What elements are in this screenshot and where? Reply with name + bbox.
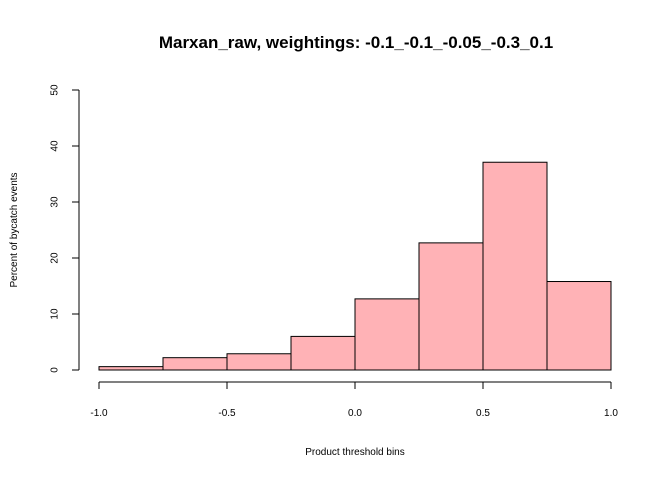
bars-group <box>98 161 612 371</box>
histogram-bar <box>290 335 356 371</box>
x-axis: -1.0 -0.5 0.0 0.5 1.0 <box>90 381 618 419</box>
histogram-bar <box>482 161 548 371</box>
y-tick-label: 20 <box>50 252 61 264</box>
x-tick-label: 0.0 <box>348 408 362 419</box>
chart-title: Marxan_raw, weightings: -0.1_-0.1_-0.05_… <box>159 33 553 52</box>
x-tick-label: 1.0 <box>604 408 618 419</box>
y-tick-label: 40 <box>50 140 61 152</box>
x-tick-label: -1.0 <box>90 408 108 419</box>
x-tick-label: 0.5 <box>476 408 490 419</box>
histogram-bar <box>226 353 292 371</box>
y-axis-label: Percent of bycatch events <box>9 172 20 287</box>
y-tick-label: 50 <box>50 84 61 96</box>
x-tick-label: -0.5 <box>218 408 236 419</box>
histogram-bar <box>354 298 420 371</box>
y-axis: 0 10 20 30 40 50 <box>50 84 80 373</box>
x-axis-label: Product threshold bins <box>305 447 405 458</box>
histogram-bar <box>546 281 612 371</box>
y-tick-label: 10 <box>50 308 61 320</box>
y-tick-label: 30 <box>50 196 61 208</box>
histogram-bar <box>418 242 484 371</box>
histogram-bar <box>162 357 228 371</box>
histogram-bar <box>98 366 164 371</box>
y-tick-label: 0 <box>50 367 61 373</box>
